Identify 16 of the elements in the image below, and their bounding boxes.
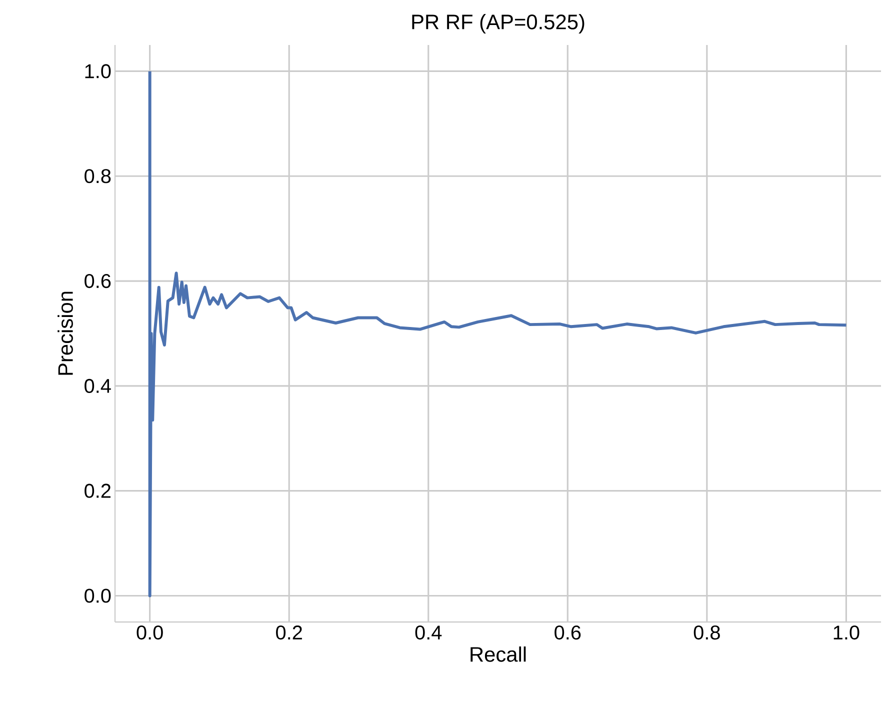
- y-tick-label: 0.0: [84, 588, 111, 603]
- y-tick-label: 0.2: [84, 484, 110, 498]
- y-axis-title: Precision: [58, 292, 73, 375]
- x-tick-label: 1.0: [834, 626, 860, 640]
- x-axis-title: Recall: [470, 646, 526, 662]
- chart-title: PR RF (AP=0.525): [412, 14, 584, 34]
- x-tick-label: 0.6: [554, 626, 581, 640]
- x-tick-label: 0.0: [136, 626, 163, 640]
- y-tick-label: 0.4: [84, 378, 111, 393]
- x-tick-label: 0.4: [415, 626, 442, 640]
- y-tick-label: 1.0: [85, 64, 111, 78]
- x-tick-label: 0.2: [276, 626, 302, 640]
- y-tick-label: 0.6: [84, 274, 111, 288]
- line-series: [148, 70, 848, 598]
- y-tick-label: 0.8: [84, 169, 111, 184]
- x-tick-label: 0.8: [694, 626, 720, 640]
